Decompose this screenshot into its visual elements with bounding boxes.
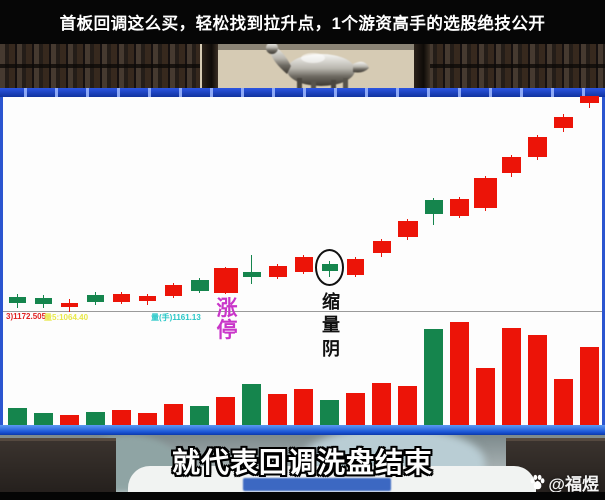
candle xyxy=(424,200,443,214)
volume-bar xyxy=(450,322,469,425)
wall-shadow xyxy=(218,44,414,50)
background-scene-top xyxy=(0,44,605,88)
candle xyxy=(397,221,418,237)
candle-wick xyxy=(250,255,253,284)
bookshelf-left xyxy=(0,44,200,88)
chart-window-bottom-edge xyxy=(0,425,605,435)
volume-bar xyxy=(242,384,261,425)
volume-bar xyxy=(294,389,313,425)
stock-app-toolbar xyxy=(0,88,605,97)
candle xyxy=(213,268,238,293)
volume-bar xyxy=(138,413,157,425)
watermark-handle: @福煜 xyxy=(548,475,599,494)
volume-bar xyxy=(346,393,365,425)
volume-bar xyxy=(86,412,105,425)
candle xyxy=(190,280,209,291)
candle xyxy=(294,257,313,272)
candle xyxy=(35,298,52,304)
shrink-volume-circle-annotation xyxy=(315,249,344,286)
bookshelf-right xyxy=(428,44,605,88)
candle xyxy=(347,259,364,275)
volume-bar xyxy=(34,413,53,425)
bottom-black-bar xyxy=(0,492,605,500)
candle xyxy=(139,296,156,301)
candle xyxy=(242,272,261,277)
candle xyxy=(528,137,547,157)
volume-bar xyxy=(8,408,27,425)
volume-bar xyxy=(320,400,339,425)
candle xyxy=(9,297,26,303)
volume-bar xyxy=(476,368,495,425)
candle xyxy=(61,303,78,307)
shelf-pillar xyxy=(202,44,218,88)
volume-bar xyxy=(372,383,391,425)
volume-bar xyxy=(112,410,131,425)
watermark: @福煜 xyxy=(529,470,599,495)
volume-bar xyxy=(190,406,209,425)
limit-up-annotation: 涨停 xyxy=(216,297,238,343)
blue-folder xyxy=(243,478,391,491)
volume-bar xyxy=(398,386,417,425)
volume-bar xyxy=(528,335,547,425)
candle xyxy=(268,266,287,277)
video-title-bar: 首板回调这么买，轻松找到拉升点，1个游资高手的选股绝技公开 xyxy=(0,0,605,44)
volume-bar xyxy=(554,379,573,425)
shrink-volume-annotation: 缩量阴 xyxy=(322,292,340,359)
volume-bar xyxy=(216,397,235,425)
volume-bar xyxy=(502,328,521,425)
candle xyxy=(87,295,104,302)
volume-label-red: 3)1172.505 xyxy=(6,312,47,321)
candle xyxy=(113,294,130,302)
volume-bar xyxy=(268,394,287,425)
volume-bar xyxy=(164,404,183,425)
shelf-pillar xyxy=(414,44,430,88)
volume-bar xyxy=(580,347,599,425)
volume-bar xyxy=(424,329,443,425)
background-scene-bottom xyxy=(0,435,605,492)
cabinet-left xyxy=(0,438,116,492)
candle xyxy=(165,285,182,296)
candle xyxy=(372,241,391,253)
candle xyxy=(502,157,521,173)
horse-statue xyxy=(266,44,369,88)
candle xyxy=(554,117,573,128)
paw-icon xyxy=(530,474,545,490)
candle xyxy=(450,199,469,216)
volume-label-cyan: 量(手)1161.13 xyxy=(151,313,201,322)
candle xyxy=(580,96,599,103)
candle xyxy=(474,178,497,208)
volume-label-yellow: 量5:1064.40 xyxy=(44,313,89,322)
pane-separator xyxy=(3,311,602,312)
video-title: 首板回调这么买，轻松找到拉升点，1个游资高手的选股绝技公开 xyxy=(59,15,546,33)
volume-bar xyxy=(60,415,79,425)
